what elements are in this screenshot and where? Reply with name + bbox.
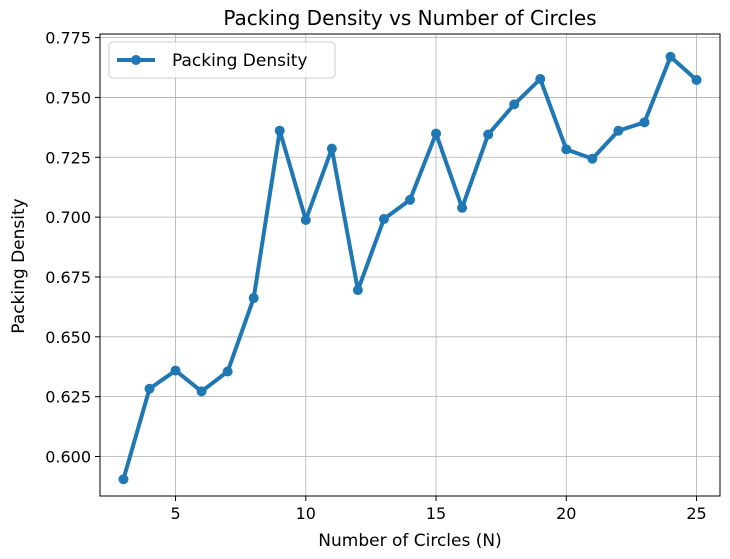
y-tick-label: 0.675 [45, 268, 91, 287]
data-point [326, 143, 337, 154]
data-point [457, 202, 468, 213]
x-tick-label: 10 [296, 504, 316, 523]
y-tick-label: 0.600 [45, 448, 91, 467]
data-point [431, 128, 442, 139]
plot-frame [99, 33, 721, 497]
x-tick-label: 5 [170, 504, 180, 523]
x-tick-label: 15 [426, 504, 446, 523]
data-point [248, 293, 259, 304]
data-point [352, 285, 363, 296]
data-point [587, 153, 598, 164]
x-tick-label: 20 [556, 504, 576, 523]
data-point [222, 366, 233, 377]
legend: Packing Density [108, 41, 336, 79]
x-axis-ticks: 5 10 15 20 25 [170, 496, 707, 523]
data-point [274, 125, 285, 136]
chart-title: Packing Density vs Number of Circles [223, 6, 596, 30]
y-axis-label: Packing Density [9, 198, 29, 333]
data-point [691, 74, 702, 85]
legend-entry-label: Packing Density [172, 51, 307, 71]
x-axis-label: Number of Circles (N) [318, 531, 501, 551]
data-point [144, 383, 155, 394]
series-layer [118, 51, 702, 485]
data-point [613, 125, 624, 136]
data-point [639, 117, 650, 128]
data-point [483, 129, 494, 140]
y-tick-label: 0.725 [45, 148, 91, 167]
grid [100, 34, 720, 496]
series-line [121, 54, 698, 480]
y-tick-label: 0.700 [45, 208, 91, 227]
y-tick-label: 0.650 [45, 328, 91, 347]
y-tick-label: 0.625 [45, 388, 91, 407]
legend-box [108, 41, 336, 79]
data-point [170, 365, 181, 376]
data-point [535, 74, 546, 85]
data-point [665, 51, 676, 62]
data-point [300, 214, 311, 225]
data-point [378, 214, 389, 225]
data-point [118, 474, 129, 485]
data-point [405, 194, 415, 205]
x-tick-label: 25 [686, 504, 706, 523]
legend-marker-swatch [131, 55, 141, 65]
data-point [561, 144, 572, 155]
y-axis-ticks: 0.600 0.625 0.650 0.675 0.700 0.725 0.750 0.775 [45, 29, 100, 467]
data-point [509, 99, 520, 110]
data-point [196, 386, 207, 397]
y-tick-label: 0.775 [45, 29, 91, 48]
y-tick-label: 0.750 [45, 88, 91, 107]
